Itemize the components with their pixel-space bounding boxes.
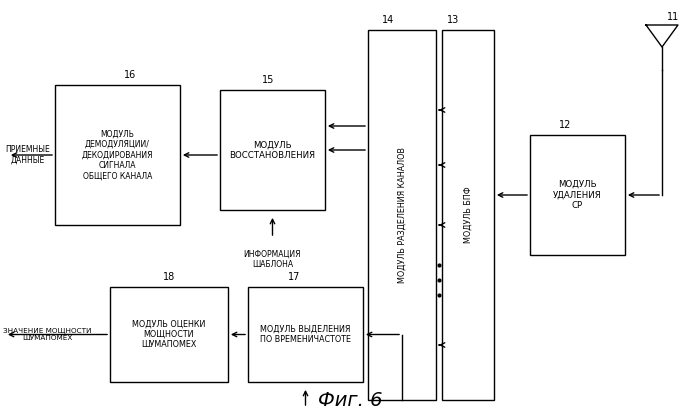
Bar bbox=[530, 135, 625, 255]
Text: МОДУЛЬ ВЫДЕЛЕНИЯ
ПО ВРЕМЕНИЧАСТОТЕ: МОДУЛЬ ВЫДЕЛЕНИЯ ПО ВРЕМЕНИЧАСТОТЕ bbox=[260, 325, 351, 344]
Bar bbox=[248, 287, 363, 382]
Text: 12: 12 bbox=[559, 120, 571, 130]
Text: 13: 13 bbox=[447, 15, 459, 25]
Text: МОДУЛЬ
УДАЛЕНИЯ
СР: МОДУЛЬ УДАЛЕНИЯ СР bbox=[553, 180, 602, 210]
Bar bbox=[55, 85, 180, 225]
Text: 16: 16 bbox=[124, 70, 136, 80]
Text: ПРИЕМНЫЕ
ДАННЫЕ: ПРИЕМНЫЕ ДАННЫЕ bbox=[5, 145, 50, 165]
Text: Фиг. 6: Фиг. 6 bbox=[318, 391, 382, 410]
Polygon shape bbox=[646, 25, 678, 47]
Text: МОДУЛЬ БПФ: МОДУЛЬ БПФ bbox=[463, 186, 473, 243]
Text: 17: 17 bbox=[288, 272, 300, 282]
Bar bbox=[220, 90, 325, 210]
Text: 18: 18 bbox=[163, 272, 175, 282]
Bar bbox=[368, 30, 436, 400]
Bar bbox=[442, 30, 494, 400]
Text: ИНФОРМАЦИЯ
ШАБЛОНА: ИНФОРМАЦИЯ ШАБЛОНА bbox=[244, 250, 301, 269]
Text: МОДУЛЬ
ДЕМОДУЛЯЦИИ/
ДЕКОДИРОВАНИЯ
СИГНАЛА
ОБЩЕГО КАНАЛА: МОДУЛЬ ДЕМОДУЛЯЦИИ/ ДЕКОДИРОВАНИЯ СИГНАЛ… bbox=[82, 130, 153, 180]
Text: 11: 11 bbox=[667, 12, 679, 22]
Bar bbox=[110, 287, 228, 382]
Text: МОДУЛЬ РАЗДЕЛЕНИЯ КАНАЛОВ: МОДУЛЬ РАЗДЕЛЕНИЯ КАНАЛОВ bbox=[398, 147, 407, 283]
Text: 15: 15 bbox=[262, 75, 274, 85]
Text: 14: 14 bbox=[382, 15, 394, 25]
Text: МОДУЛЬ
ВОССТАНОВЛЕНИЯ: МОДУЛЬ ВОССТАНОВЛЕНИЯ bbox=[230, 140, 316, 160]
Text: МОДУЛЬ ОЦЕНКИ
МОЩНОСТИ
ШУМАПОМЕХ: МОДУЛЬ ОЦЕНКИ МОЩНОСТИ ШУМАПОМЕХ bbox=[132, 320, 206, 349]
Text: ЗНАЧЕНИЕ МОЩНОСТИ
ШУМАПОМЕХ: ЗНАЧЕНИЕ МОЩНОСТИ ШУМАПОМЕХ bbox=[3, 328, 92, 341]
